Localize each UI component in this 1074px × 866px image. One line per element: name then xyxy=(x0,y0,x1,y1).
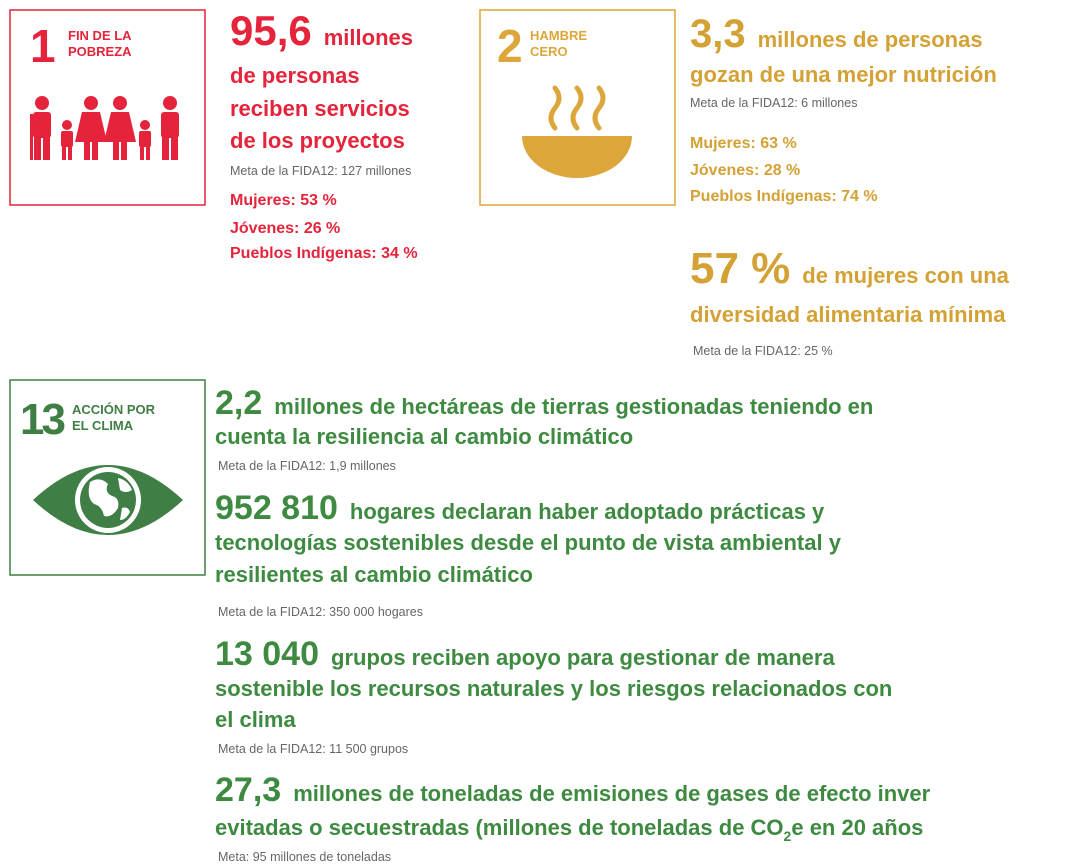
breakdown: Pueblos Indígenas: 34 % xyxy=(230,245,418,262)
target: Meta de la FIDA12: 127 millones xyxy=(230,164,411,178)
breakdown: Mujeres: 53 % xyxy=(230,192,337,209)
result-text: hogares declaran haber adoptado práctica… xyxy=(350,499,825,524)
result-text: de personas xyxy=(230,63,360,88)
goal-label: HAMBRE xyxy=(530,28,587,43)
target: Meta de la FIDA12: 6 millones xyxy=(690,96,857,110)
result-line: de los proyectos xyxy=(230,128,405,153)
result-line: 2,2 millones de hectáreas de tierras gest… xyxy=(215,384,873,422)
result-line: tecnologías sostenibles desde el punto d… xyxy=(215,530,842,555)
result-number: 2,2 xyxy=(215,384,262,422)
result-line: reciben servicios xyxy=(230,96,410,121)
result-number: 57 % xyxy=(690,244,790,293)
breakdown: Jóvenes: 28 % xyxy=(690,162,800,179)
goal-label: FIN DE LA xyxy=(68,28,132,43)
result-text: reciben servicios xyxy=(230,96,410,121)
result-line: 95,6 millones xyxy=(230,7,413,54)
result-text: diversidad alimentaria mínima xyxy=(690,302,1006,327)
goal-label: EL CLIMA xyxy=(72,418,134,433)
result-number: 952 810 xyxy=(215,489,338,527)
target: Meta de la FIDA12: 25 % xyxy=(693,344,833,358)
result-line: 27,3 millones de toneladas de emisiones d… xyxy=(215,771,931,809)
bowl-icon xyxy=(522,85,632,178)
result-text: de mujeres con una xyxy=(802,263,1009,288)
result-text: gozan de una mejor nutrición xyxy=(690,62,997,87)
result-line: el clima xyxy=(215,707,296,732)
target: Meta: 95 millones de toneladas xyxy=(218,850,391,864)
result-line: evitadas o secuestradas (millones de ton… xyxy=(215,815,923,844)
goal-number: 2 xyxy=(497,20,521,72)
result-number: 13 040 xyxy=(215,635,319,673)
result-text: millones xyxy=(324,25,413,50)
target: Meta de la FIDA12: 11 500 grupos xyxy=(218,742,408,756)
result-line: de personas xyxy=(230,63,360,88)
result-line: sostenible los recursos naturales y los … xyxy=(215,676,892,701)
result-text: evitadas o secuestradas (millones de ton… xyxy=(215,815,784,840)
result-number: 27,3 xyxy=(215,771,281,809)
result-line: 952 810 hogares declaran haber adoptado p… xyxy=(215,489,825,527)
result-text: grupos reciben apoyo para gestionar de m… xyxy=(331,645,835,670)
breakdown: Jóvenes: 26 % xyxy=(230,220,340,237)
result-subscript: 2 xyxy=(784,828,792,844)
result-text: sostenible los recursos naturales y los … xyxy=(215,676,892,701)
result-line: 13 040 grupos reciben apoyo para gestiona… xyxy=(215,635,835,673)
result-line: gozan de una mejor nutrición xyxy=(690,62,997,87)
goal-label: ACCIÓN POR xyxy=(72,402,156,417)
result-line: resilientes al cambio climático xyxy=(215,562,533,587)
target: Meta de la FIDA12: 350 000 hogares xyxy=(218,605,423,619)
result-text: resilientes al cambio climático xyxy=(215,562,533,587)
result-text: millones de hectáreas de tierras gestion… xyxy=(274,394,873,419)
result-number: 95,6 xyxy=(230,7,312,54)
family-icon xyxy=(30,96,179,160)
result-number: 3,3 xyxy=(690,12,746,56)
goal-label: CERO xyxy=(530,44,568,59)
result-text: de los proyectos xyxy=(230,128,405,153)
breakdown: Mujeres: 63 % xyxy=(690,135,797,152)
eye-icon xyxy=(33,465,183,535)
goal-number: 13 xyxy=(20,395,64,444)
goal-label: POBREZA xyxy=(68,44,132,59)
result-text: el clima xyxy=(215,707,296,732)
result-text: e en 20 años xyxy=(791,815,923,840)
goal-number: 1 xyxy=(30,20,55,72)
result-text: cuenta la resiliencia al cambio climátic… xyxy=(215,424,633,449)
result-line: 57 % de mujeres con una xyxy=(690,244,1010,293)
result-line: 3,3 millones de personas xyxy=(690,12,983,56)
target: Meta de la FIDA12: 1,9 millones xyxy=(218,459,396,473)
result-text: tecnologías sostenibles desde el punto d… xyxy=(215,530,842,555)
result-text: millones de toneladas de emisiones de ga… xyxy=(293,781,930,806)
breakdown: Pueblos Indígenas: 74 % xyxy=(690,188,878,205)
result-line: cuenta la resiliencia al cambio climátic… xyxy=(215,424,633,449)
result-line: diversidad alimentaria mínima xyxy=(690,302,1006,327)
result-text: millones de personas xyxy=(758,27,983,52)
